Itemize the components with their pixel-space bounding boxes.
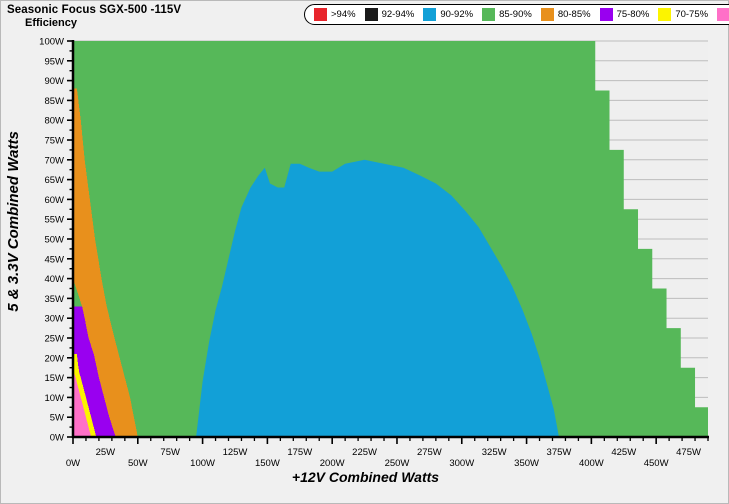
y-tick-label: 100W: [39, 37, 64, 48]
x-tick-label-lower: 400W: [579, 458, 604, 469]
x-tick-label-lower: 200W: [320, 458, 345, 469]
band-70: [73, 373, 92, 437]
x-axis-title: +12V Combined Watts: [291, 469, 440, 485]
band-90-92: [196, 159, 559, 437]
y-tick-label: 95W: [44, 56, 64, 67]
chart-subtitle: Efficiency: [25, 17, 77, 30]
x-tick-label-upper: 475W: [676, 447, 701, 458]
y-tick-label: 35W: [44, 294, 64, 305]
legend-swatch-icon: [540, 8, 554, 21]
band-75-80: [73, 306, 116, 437]
y-tick-label: 20W: [44, 353, 64, 364]
y-tick-label: 65W: [44, 175, 64, 186]
band-80-85: [73, 88, 138, 437]
y-tick-label: 60W: [44, 195, 64, 206]
y-tick-label: 45W: [44, 254, 64, 265]
x-tick-label-upper: 225W: [352, 447, 377, 458]
y-tick-label: 90W: [44, 76, 64, 87]
x-tick-label-lower: 300W: [449, 458, 474, 469]
legend-label: 90-92%: [440, 9, 474, 20]
heatmap-bands: [73, 41, 708, 437]
x-tick-label-lower: 100W: [190, 458, 215, 469]
y-tick-label: 15W: [44, 373, 64, 384]
x-tick-label-lower: 0W: [66, 458, 80, 469]
y-tick-label: 80W: [44, 116, 64, 127]
legend-swatch-icon: [717, 8, 729, 21]
y-tick-label: 85W: [44, 96, 64, 107]
legend-label: 70-75%: [675, 9, 709, 20]
x-tick-label-lower: 450W: [644, 458, 669, 469]
y-tick-label: 40W: [44, 274, 64, 285]
legend-entry: 70-75%: [658, 8, 708, 21]
legend-label: >94%: [331, 9, 356, 20]
legend-label: 80-85%: [557, 9, 591, 20]
legend-swatch-icon: [599, 8, 613, 21]
y-axis-ticks: 100W 95W 90W 85W 80W 75W 70W 65W 60W 55W 50W 45W 40W…: [39, 37, 73, 444]
legend: >94% 92-94% 90-92% 85-90% 80-85% 75-80% 70-75%…: [304, 4, 729, 25]
x-tick-label-lower: 350W: [514, 458, 539, 469]
x-tick-label-upper: 175W: [287, 447, 312, 458]
legend-swatch-icon: [364, 8, 378, 21]
legend-entry: 80-85%: [540, 8, 591, 21]
x-tick-label-lower: 50W: [128, 458, 148, 469]
x-tick-label-upper: 425W: [611, 447, 636, 458]
chart-title: Seasonic Focus SGX-500 -115V: [7, 4, 182, 16]
y-tick-label: 10W: [44, 393, 64, 404]
heatmap-svg: 100W 95W 90W 85W 80W 75W 70W 65W 60W 55W 50W 45W 40W…: [39, 37, 709, 469]
x-tick-label-lower: 150W: [255, 458, 280, 469]
x-tick-label-upper: 375W: [547, 447, 572, 458]
legend-swatch-icon: [423, 8, 437, 21]
legend-swatch-icon: [314, 8, 327, 21]
x-tick-label-upper: 275W: [417, 447, 442, 458]
legend-entry: 85-90%: [482, 8, 532, 21]
y-tick-label: 25W: [44, 334, 64, 345]
legend-swatch-icon: [482, 8, 496, 21]
title-block: Seasonic Focus SGX-500 -115V Efficiency: [7, 3, 181, 31]
y-tick-label: 0W: [50, 433, 64, 444]
x-tick-label-upper: 25W: [96, 447, 116, 458]
x-tick-label-upper: 75W: [160, 447, 180, 458]
y-tick-label: 55W: [44, 215, 64, 226]
legend-entry: >94%: [314, 8, 356, 21]
x-tick-label-upper: 125W: [223, 447, 248, 458]
x-axis-ticks: 25W 75W 125W 175W 225W 275W 325W 375W 425W 475W 0W…: [66, 437, 709, 469]
band-70-75: [73, 353, 97, 437]
y-tick-label: 75W: [44, 136, 64, 147]
legend-entry: 92-94%: [364, 8, 415, 21]
legend-entry: <70%: [717, 8, 729, 21]
heatmap-plot: 100W 95W 90W 85W 80W 75W 70W 65W 60W 55W 50W 45W 40W…: [1, 1, 729, 474]
x-tick-label-lower: 250W: [385, 458, 410, 469]
legend-label: 92-94%: [381, 9, 415, 20]
legend-entry: 90-92%: [423, 8, 473, 21]
y-tick-label: 30W: [44, 314, 64, 325]
y-tick-label: 50W: [44, 235, 64, 246]
legend-label: 85-90%: [499, 9, 532, 20]
y-tick-label: 70W: [44, 155, 64, 166]
x-tick-label-upper: 325W: [482, 447, 507, 458]
y-tick-label: 5W: [50, 413, 64, 424]
legend-entry: 75-80%: [599, 8, 650, 21]
legend-swatch-icon: [658, 8, 672, 21]
legend-label: 75-80%: [616, 9, 650, 20]
